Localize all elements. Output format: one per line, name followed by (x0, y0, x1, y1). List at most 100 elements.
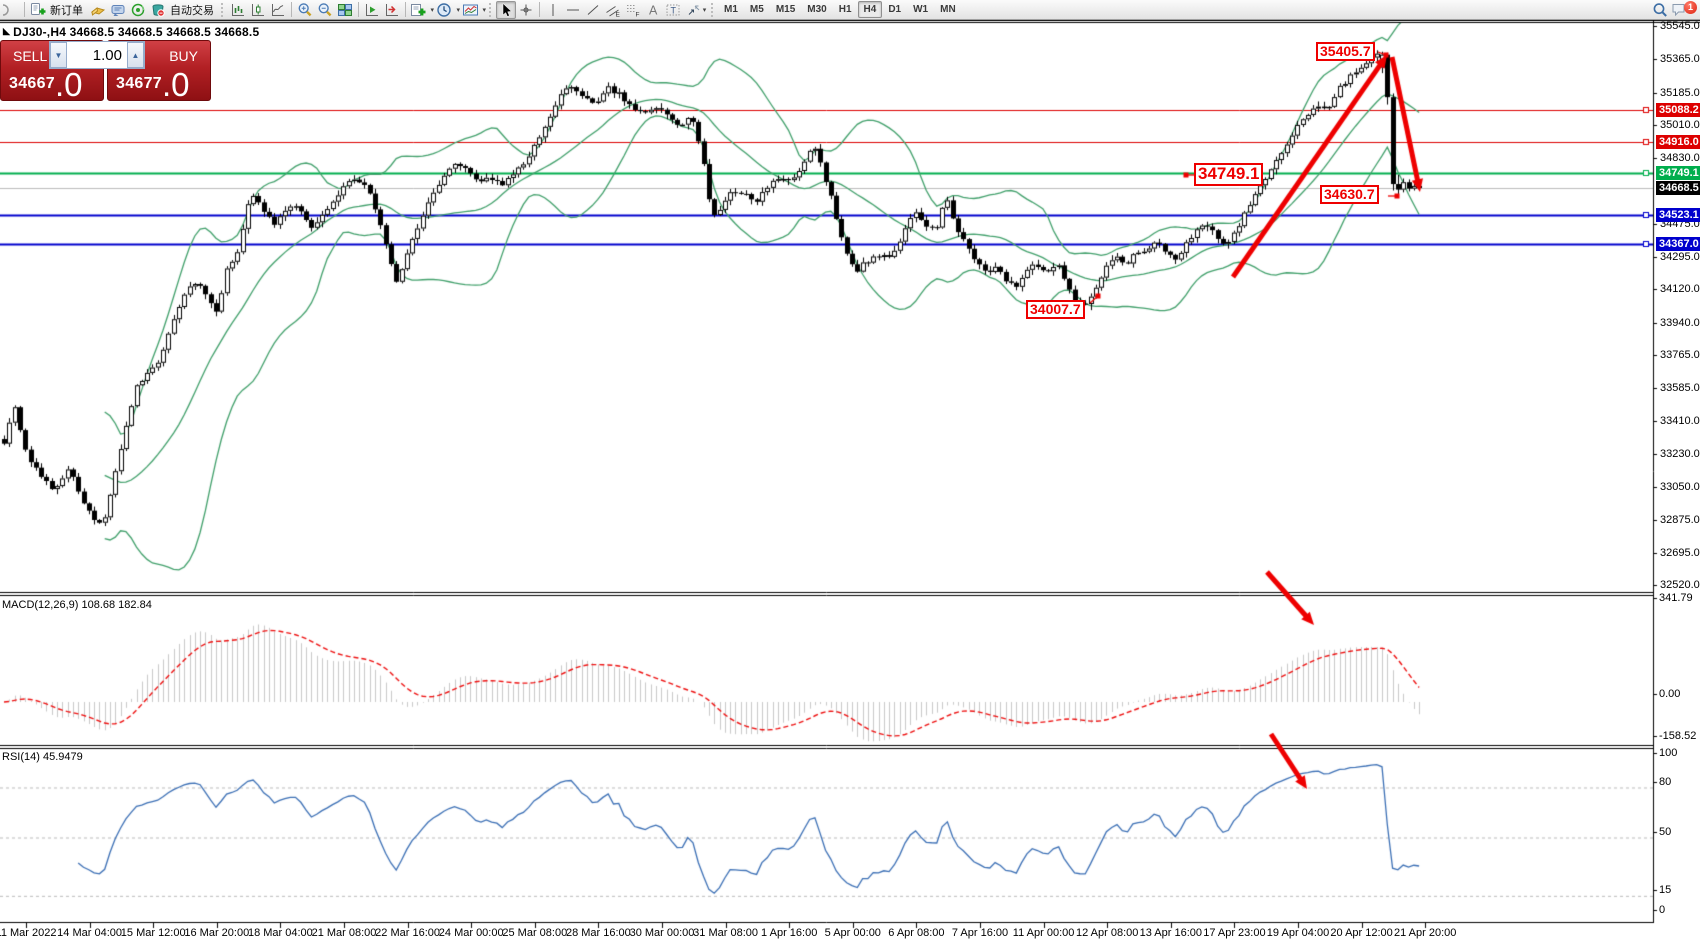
time-tick-label: 31 Mar 08:00 (693, 927, 759, 939)
vertical-line-tool-icon[interactable] (543, 1, 563, 19)
buy-label: BUY (169, 48, 198, 64)
sell-label: SELL (13, 48, 48, 64)
horizontal-line-tool-icon[interactable] (563, 1, 583, 19)
notification-badge[interactable]: 1 (1684, 0, 1697, 14)
shapes-tool-icon[interactable]: ▾ (683, 1, 709, 19)
price-tick-label: 35185.0 (1660, 86, 1700, 99)
toolbar-separator (405, 2, 406, 17)
rsi-indicator-label: RSI(14) 45.9479 (2, 751, 83, 763)
price-tick-label: 35010.0 (1660, 118, 1700, 131)
zoom-in-icon[interactable] (295, 1, 315, 19)
clipped-left-icon (1, 1, 21, 19)
timeframe-m5[interactable]: M5 (749, 4, 764, 15)
terminal-icon[interactable] (108, 1, 128, 19)
tile-windows-icon[interactable] (335, 1, 355, 19)
cursor-tool-icon[interactable] (496, 0, 516, 19)
time-tick-label: 15 Mar 12:00 (120, 927, 186, 939)
candlestick-mode-icon[interactable] (248, 1, 268, 19)
time-tick-label: 30 Mar 00:00 (629, 927, 695, 939)
time-tick-label: 17 Apr 23:00 (1203, 927, 1266, 939)
text-label-tool-icon[interactable]: T (663, 1, 683, 19)
bar-chart-mode-icon[interactable] (228, 1, 248, 19)
toolbar-grip (489, 2, 494, 17)
time-tick-label: 19 Apr 04:00 (1266, 927, 1330, 939)
zoom-out-icon[interactable] (315, 1, 335, 19)
one-click-trade-panel: SELL 34667.0 BUY 34677.0 ▼ ▲ (0, 40, 211, 101)
trendline-tool-icon[interactable] (583, 1, 603, 19)
price-tick-label: 33230.0 (1660, 447, 1700, 460)
lot-size-input[interactable] (67, 42, 127, 68)
rsi-tick-label: 0 (1659, 904, 1666, 916)
price-tick-label: 32875.0 (1660, 513, 1700, 526)
timeframe-w1[interactable]: W1 (913, 4, 929, 15)
buy-price: 34677.0 (116, 65, 190, 103)
toolbar-right-group: 1 (1651, 0, 1699, 19)
timeframe-bar: M1 M5 M15 M30 H1 H4 D1 W1 MN (718, 1, 962, 18)
new-order-icon[interactable] (28, 1, 48, 19)
time-tick-label: 25 Mar 08:00 (502, 927, 568, 939)
annotation-price-label[interactable]: 35405.7 (1316, 42, 1375, 62)
lot-decrease-button[interactable]: ▼ (50, 42, 67, 68)
rsi-tick-label: 80 (1659, 776, 1672, 788)
add-indicator-icon[interactable]: ▾ (409, 1, 435, 19)
crosshair-tool-icon[interactable] (516, 1, 536, 19)
price-tick-label: 34120.0 (1660, 283, 1700, 296)
time-tick-label: 22 Mar 16:00 (375, 927, 441, 939)
price-tag: 34668.5 (1656, 181, 1700, 195)
shift-end-icon[interactable] (362, 1, 382, 19)
template-icon[interactable]: ▾ (461, 1, 487, 19)
chat-icon[interactable]: 1 (1671, 0, 1697, 19)
autotrading-icon[interactable] (148, 1, 168, 19)
toolbar-grip (711, 2, 716, 17)
timeframe-h1[interactable]: H1 (838, 4, 852, 15)
timeframe-d1[interactable]: D1 (888, 4, 902, 15)
fibonacci-tool-icon[interactable]: F (623, 1, 643, 19)
text-tool-icon[interactable]: A (643, 1, 663, 19)
autotrading-label[interactable]: 自动交易 (170, 4, 214, 17)
auto-scroll-icon[interactable] (382, 1, 402, 19)
lot-increase-button[interactable]: ▲ (127, 42, 144, 68)
price-tag: 34916.0 (1656, 135, 1700, 150)
annotation-price-label[interactable]: 34007.7 (1026, 300, 1085, 320)
time-tick-label: 28 Mar 16:00 (565, 927, 631, 939)
toolbar-separator (24, 2, 25, 17)
timeframe-m1[interactable]: M1 (724, 4, 738, 15)
market-watch-icon[interactable] (88, 1, 108, 19)
price-tick-label: 35545.0 (1660, 20, 1700, 32)
rsi-tick-label: 100 (1659, 747, 1678, 759)
time-tick-label: 16 Mar 20:00 (184, 927, 250, 939)
price-tick-label: 32520.0 (1660, 579, 1700, 592)
toolbar-separator (291, 2, 292, 17)
line-chart-mode-icon[interactable] (268, 1, 288, 19)
timeframe-m30[interactable]: M30 (807, 4, 827, 15)
rsi-tick-label: 15 (1659, 884, 1672, 896)
time-tick-label: 21 Apr 20:00 (1393, 927, 1457, 939)
macd-tick-label: 0.00 (1659, 688, 1681, 700)
time-tick-label: 14 Mar 04:00 (57, 927, 123, 939)
timeframe-mn[interactable]: MN (940, 4, 956, 15)
macd-indicator-label: MACD(12,26,9) 108.68 182.84 (2, 599, 152, 611)
time-tick-label: 11 Apr 00:00 (1012, 927, 1075, 939)
svg-text:E: E (616, 11, 621, 18)
timeframe-m15[interactable]: M15 (775, 4, 796, 15)
search-icon[interactable] (1651, 1, 1671, 19)
price-tick-label: 33050.0 (1660, 481, 1700, 494)
time-tick-label: 12 Apr 08:00 (1075, 927, 1139, 939)
macd-tick-label: -158.52 (1659, 730, 1697, 742)
annotation-price-label[interactable]: 34630.7 (1320, 185, 1379, 205)
price-tag: 35088.2 (1656, 103, 1700, 118)
annotation-price-label[interactable]: 34749.1 (1194, 163, 1264, 186)
period-selector-icon[interactable]: ▾ (435, 1, 461, 19)
time-tick-label: 7 Apr 16:00 (951, 927, 1009, 939)
channel-tool-icon[interactable]: E (603, 1, 623, 19)
time-tick-label: 11 Mar 2022 (0, 927, 57, 939)
price-tick-label: 35365.0 (1660, 53, 1700, 66)
price-tick-label: 33410.0 (1660, 414, 1700, 427)
timeframe-h4[interactable]: H4 (857, 1, 883, 18)
lot-size-stepper: ▼ ▲ (49, 41, 145, 69)
price-tag: 34367.0 (1656, 236, 1700, 251)
new-order-label[interactable]: 新订单 (50, 4, 83, 17)
macd-tick-label: 341.79 (1659, 592, 1693, 604)
strategy-tester-icon[interactable] (128, 1, 148, 19)
chart-canvas[interactable] (0, 20, 1700, 943)
